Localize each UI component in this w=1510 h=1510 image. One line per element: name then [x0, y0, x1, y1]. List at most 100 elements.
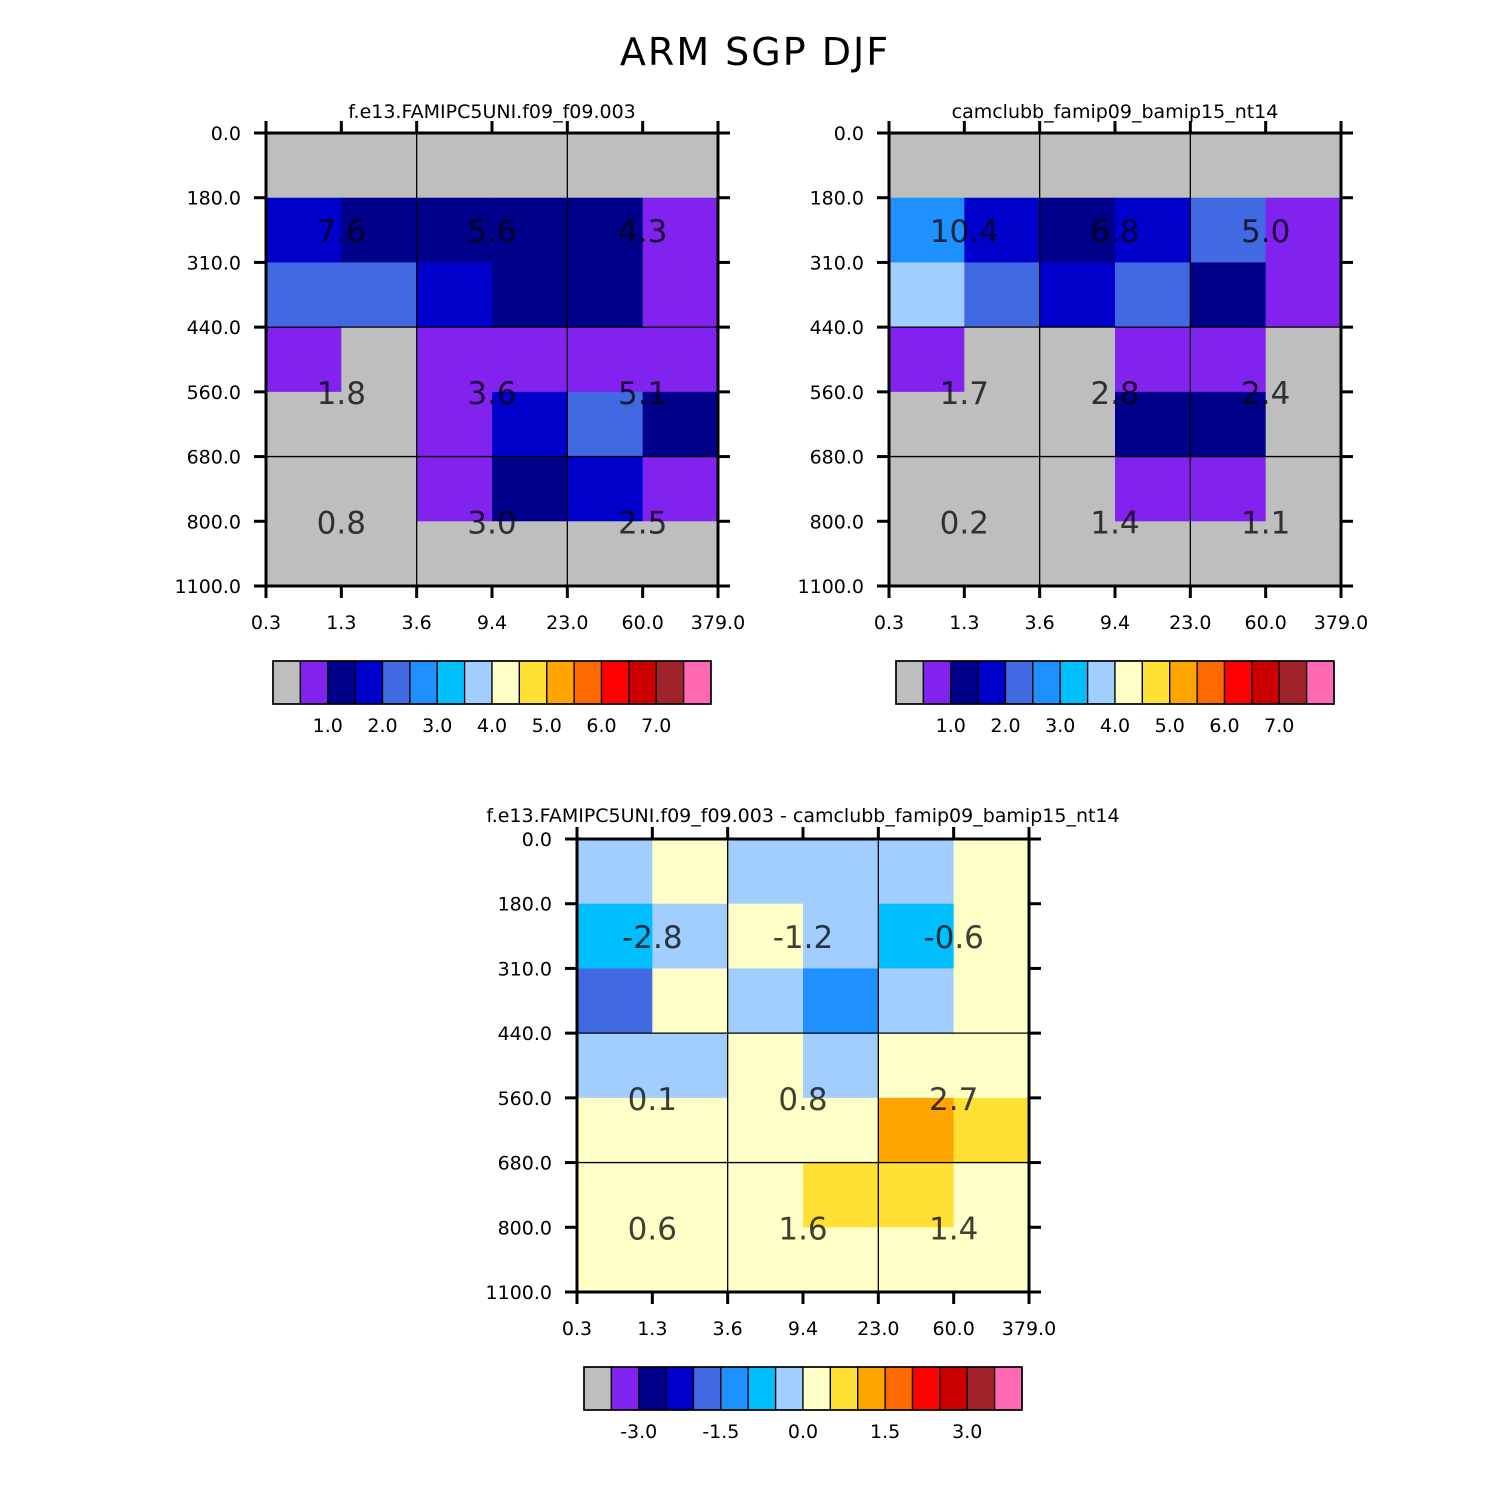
heatmap-cell: [1115, 456, 1191, 522]
y-tick-label: 800.0: [810, 511, 864, 533]
heatmap-cell: [577, 903, 653, 970]
colorbar-swatch: [1114, 660, 1144, 705]
heatmap-cell: [889, 521, 965, 587]
cell-value-label: 5.1: [618, 376, 667, 412]
heatmap-cell: [727, 1097, 804, 1164]
heatmap-cell: [642, 327, 719, 393]
x-tick-label: 9.4: [788, 1318, 818, 1340]
colorbar-swatch: [436, 660, 466, 705]
y-tick-label: 440.0: [810, 317, 864, 339]
heatmap-cell: [727, 1033, 804, 1099]
heatmap-cell: [964, 262, 1041, 328]
heatmap-cell: [1039, 197, 1116, 264]
colorbar-swatch: [1032, 660, 1061, 705]
heatmap-cell: [341, 456, 418, 522]
cell-value-label: 4.3: [618, 214, 667, 250]
heatmap-cell: [652, 968, 729, 1034]
heatmap-cell: [878, 968, 955, 1034]
heatmap-cell: [567, 456, 644, 522]
x-tick-label: 0.3: [562, 1318, 592, 1340]
heatmap-cell: [492, 391, 568, 458]
colorbar-label: 3.0: [1045, 715, 1075, 737]
heatmap-cell: [642, 197, 719, 264]
heatmap-cell: [1190, 521, 1267, 587]
x-tick-label: 60.0: [933, 1318, 975, 1340]
heatmap-cell: [416, 262, 493, 328]
heatmap-cell: [1190, 133, 1267, 199]
y-tick-label: 0.0: [211, 123, 241, 145]
heatmap-panel-2: camclubb_famip09_bamip15_nt14 0.3 1.3 3.6 9.…: [798, 101, 1369, 737]
heatmap-cell: [1265, 133, 1342, 199]
heatmap-cell: [953, 1033, 1030, 1099]
colorbar-swatch: [1305, 660, 1335, 705]
colorbar-swatch: [354, 660, 384, 705]
heatmap-cell: [567, 391, 644, 458]
heatmap-cell: [727, 1227, 804, 1293]
colorbar-swatch: [829, 1366, 859, 1411]
heatmap-cell: [416, 456, 493, 522]
cell-value-label: 1.7: [940, 376, 989, 412]
heatmap-cell: [341, 262, 418, 328]
heatmap-cell: [652, 839, 729, 905]
colorbar-label: 4.0: [1100, 715, 1130, 737]
heatmap-cell: [416, 391, 493, 458]
x-tick-label: 9.4: [477, 612, 507, 634]
y-tick-label: 1100.0: [798, 576, 864, 598]
heatmap-cell: [652, 903, 729, 970]
y-tick-label: 180.0: [498, 894, 552, 916]
heatmap-cell: [878, 903, 955, 970]
heatmap-cell: [1265, 456, 1342, 522]
heatmap-cell: [266, 262, 342, 328]
heatmap-cell: [567, 133, 644, 199]
x-tick-label: 3.6: [713, 1318, 743, 1340]
colorbar-label: 2.0: [990, 715, 1020, 737]
heatmap-cell: [652, 1227, 729, 1293]
colorbar-swatch: [299, 660, 329, 705]
heatmap-cell: [567, 327, 644, 393]
heatmap-cell: [266, 521, 342, 587]
colorbar-label: 3.0: [952, 1421, 982, 1443]
y-tick-label: 310.0: [810, 252, 864, 274]
cell-value-label: 2.8: [1090, 376, 1139, 412]
colorbar-label: 1.0: [936, 715, 966, 737]
x-tick-label: 23.0: [1169, 612, 1211, 634]
heatmap-cell: [1265, 197, 1342, 264]
cell-value-label: -0.6: [923, 920, 984, 956]
cell-value-label: -1.2: [773, 920, 834, 956]
heatmap-cell: [889, 391, 965, 458]
colorbar-swatch: [1196, 660, 1226, 705]
colorbar-frame: [583, 1366, 1023, 1411]
colorbar-label: -3.0: [620, 1421, 657, 1443]
y-tick-label: 800.0: [498, 1217, 552, 1239]
figure-title: ARM SGP DJF: [619, 30, 891, 74]
heatmap-cell: [964, 391, 1041, 458]
heatmap-cell: [341, 327, 418, 393]
heatmap-cell: [266, 391, 342, 458]
heatmap-cell: [567, 262, 644, 328]
colorbar-swatch: [939, 1366, 968, 1411]
x-tick-label: 9.4: [1100, 612, 1130, 634]
colorbar-swatch: [600, 660, 630, 705]
x-tick-label: 0.3: [874, 612, 904, 634]
heatmap-cell: [803, 1033, 879, 1099]
x-tick-label: 3.6: [1025, 612, 1055, 634]
heatmap-cell: [803, 968, 879, 1034]
heatmap-cell: [1115, 262, 1191, 328]
heatmap-cell: [889, 133, 965, 199]
heatmap-cell: [1190, 391, 1267, 458]
heatmap-cell: [889, 327, 965, 393]
colorbar-label: 5.0: [532, 715, 562, 737]
cell-value-label: -2.8: [622, 920, 683, 956]
heatmap-cell: [953, 1227, 1030, 1293]
heatmap-cell: [341, 521, 418, 587]
heatmap-cell: [416, 133, 493, 199]
cell-value-label: 1.1: [1241, 505, 1290, 541]
colorbar-swatch: [638, 1366, 667, 1411]
heatmap-cell: [266, 133, 342, 199]
cell-value-label: 0.6: [628, 1211, 677, 1247]
y-tick-label: 310.0: [498, 958, 552, 980]
y-tick-label: 680.0: [498, 1153, 552, 1175]
y-tick-label: 440.0: [498, 1023, 552, 1045]
y-tick-label: 560.0: [498, 1088, 552, 1110]
y-tick-label: 560.0: [187, 382, 241, 404]
